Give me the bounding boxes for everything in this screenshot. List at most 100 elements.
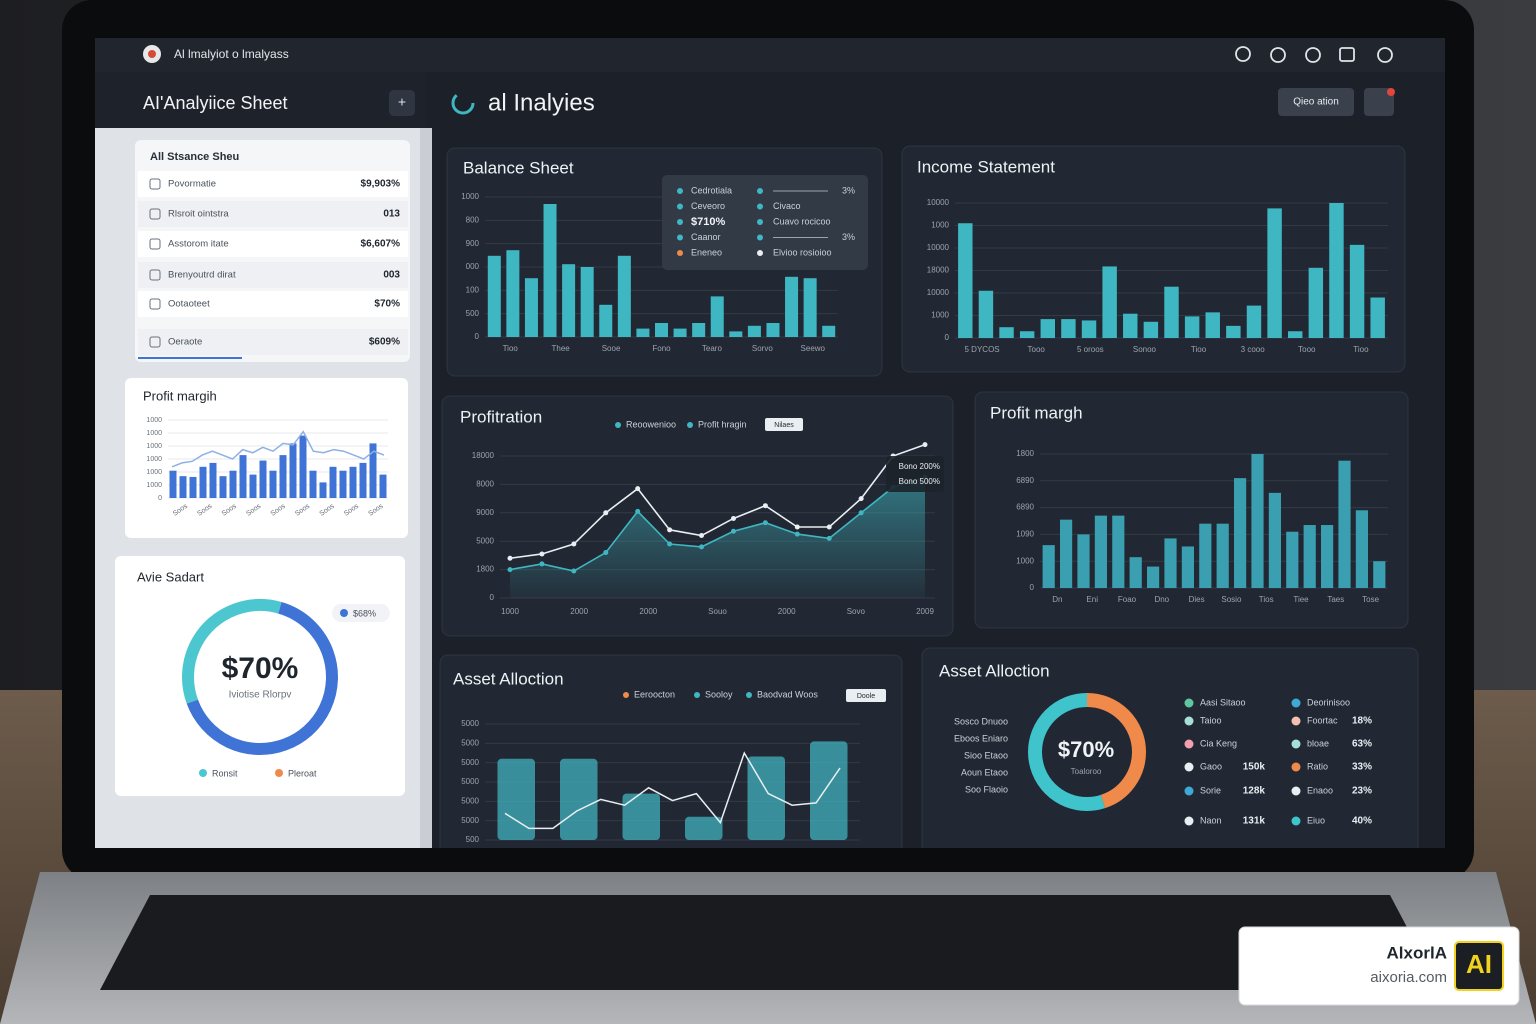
x-tick-label: 2009 [916, 607, 934, 616]
legend-label: Ronsit [212, 768, 238, 778]
legend-box [662, 175, 868, 270]
bar [269, 470, 277, 498]
y-tick-label: 1000 [931, 221, 949, 230]
legend-label: Cedrotiala [691, 185, 732, 195]
point [730, 528, 736, 534]
x-tick-label: Fono [652, 344, 671, 353]
x-tick-label: Tioo [503, 344, 519, 353]
y-tick-label: 0 [490, 593, 495, 602]
legend-label: Taioo [1200, 715, 1222, 725]
bar [1349, 244, 1365, 338]
x-tick-label: Tioo [1353, 345, 1369, 354]
bar [1081, 320, 1097, 338]
bar [1077, 534, 1090, 588]
legend-value: 33% [1352, 762, 1372, 773]
bar [1286, 531, 1299, 588]
legend-value: 150k [1243, 762, 1266, 773]
point [571, 568, 577, 574]
sidebar-header [95, 72, 425, 128]
tag [765, 418, 803, 431]
x-tick-label: Tios [1259, 595, 1274, 604]
action-button[interactable] [1278, 88, 1354, 116]
list-row[interactable] [138, 329, 408, 355]
list-row[interactable] [138, 231, 408, 257]
panel-title: Income Statement [917, 157, 1055, 176]
bar [1040, 319, 1056, 338]
point [667, 527, 673, 533]
y-tick-label: 5000 [461, 758, 479, 767]
row-label: Brenyoutrd dirat [168, 270, 236, 281]
y-tick-label: 8000 [476, 480, 494, 489]
y-tick-label: 1000 [1016, 556, 1034, 565]
bar [179, 476, 187, 498]
legend-dot [677, 188, 683, 194]
watermark [1238, 926, 1520, 1006]
row-icon [149, 269, 161, 281]
point [730, 515, 736, 521]
bar [1373, 561, 1386, 588]
bar [692, 323, 706, 337]
list-row[interactable] [138, 291, 408, 317]
point [571, 541, 577, 547]
side-label: Soo Flaoio [965, 784, 1008, 794]
list-row[interactable] [138, 201, 408, 227]
row-label: Ootaoteet [168, 299, 210, 310]
legend-label: Foortac [1307, 715, 1338, 725]
bar [1143, 321, 1159, 338]
x-tick-label: Sorvo [752, 344, 773, 353]
legend-label: Civaco [773, 201, 801, 211]
bar [1355, 510, 1368, 588]
legend-dot [615, 422, 621, 428]
search-icon[interactable] [1235, 46, 1251, 62]
legend-dot [1184, 716, 1194, 726]
bar [622, 793, 660, 840]
bar [1184, 316, 1200, 338]
bar [249, 474, 257, 498]
x-tick-label: 3 cooo [1241, 345, 1266, 354]
point [539, 561, 545, 567]
box-icon[interactable] [1339, 47, 1355, 62]
legend-label: Reoowenioo [626, 419, 676, 429]
y-tick-label: 0 [475, 332, 480, 341]
user-icon[interactable] [1377, 47, 1393, 63]
bar [1164, 286, 1179, 338]
y-tick-label: 5000 [461, 796, 479, 805]
bar [766, 323, 780, 337]
badge-dot [340, 609, 348, 617]
panel-title: Profitration [460, 407, 542, 426]
legend-label: Baodvad Woos [757, 689, 818, 699]
legend-label: Sooloy [705, 689, 733, 699]
top-bar [95, 38, 1445, 72]
action-button-label: Qieo ation [1293, 97, 1339, 108]
legend-dot [677, 250, 683, 256]
legend-label: Cuavo rocicoo [773, 216, 831, 226]
legend-label: Profit hragin [698, 419, 747, 429]
bar [685, 816, 723, 840]
legend-dot [1184, 698, 1194, 708]
menu-button[interactable] [1364, 88, 1394, 116]
y-tick-label: 0 [158, 495, 162, 502]
list-row[interactable] [138, 262, 408, 288]
clock-icon[interactable] [1270, 47, 1286, 63]
bar [636, 328, 650, 337]
bar [169, 470, 177, 498]
y-tick-label: 1000 [146, 443, 162, 450]
x-tick-label: 5 oroos [1077, 345, 1104, 354]
y-tick-label: 6890 [1016, 476, 1034, 485]
series-line [509, 443, 926, 560]
add-button[interactable] [389, 90, 415, 116]
bar [673, 328, 687, 337]
bell-icon[interactable] [1305, 47, 1321, 63]
y-tick-label: 800 [466, 215, 480, 224]
legend-dot [275, 769, 283, 777]
list-row[interactable] [138, 171, 408, 197]
y-tick-label: 500 [466, 309, 480, 318]
y-tick-label: 1000 [146, 417, 162, 424]
y-tick-label: 0 [945, 333, 950, 342]
x-tick-label: Dn [1052, 595, 1062, 604]
asset-right-panel [921, 647, 1419, 848]
legend-dot [1184, 786, 1194, 796]
legend-label: $710% [691, 216, 725, 228]
